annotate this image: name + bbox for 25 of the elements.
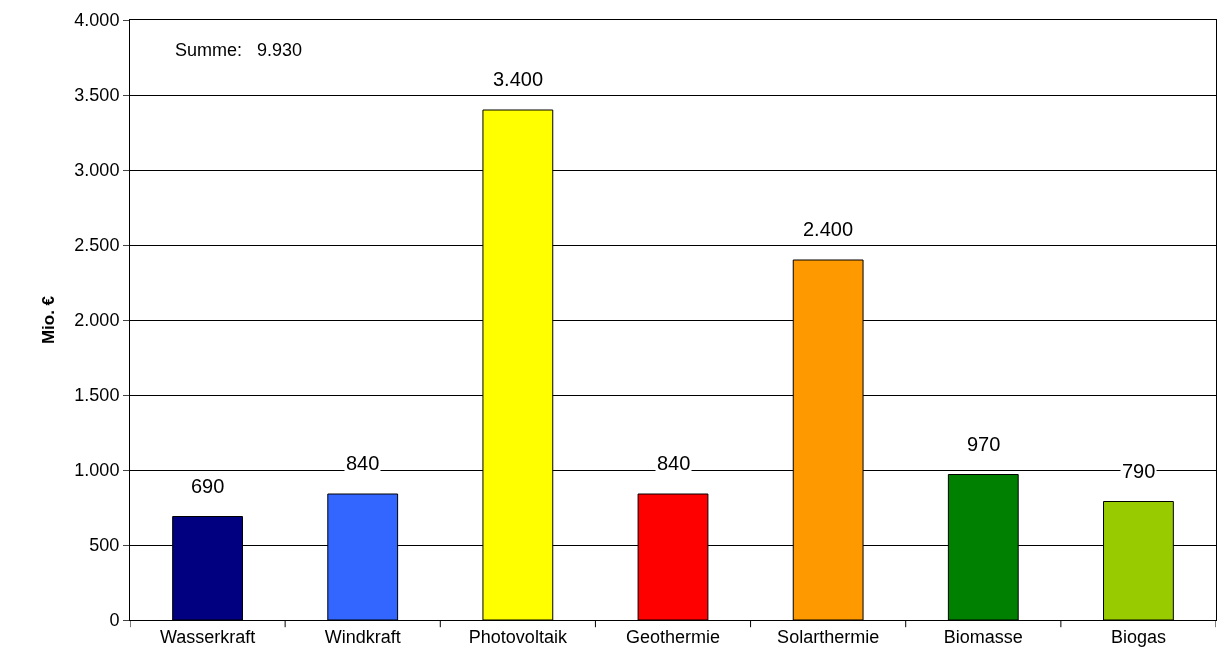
y-tick-label: 1.500 [74, 385, 120, 406]
x-tick-label: Geothermie [625, 626, 721, 647]
data-label: 970 [967, 433, 1001, 455]
annotation: Summe: 9.930 [175, 40, 303, 60]
data-label: 840 [657, 452, 691, 474]
y-tick-label: 4.000 [74, 10, 120, 31]
x-tick-label: Wasserkraft [159, 626, 256, 647]
x-tick-label: Solarthermie [777, 626, 880, 647]
y-tick-label: 0 [109, 610, 120, 631]
y-tick-label: 3.500 [74, 85, 120, 106]
data-label: 2.400 [803, 218, 854, 240]
y-tick-label: 2.500 [74, 235, 120, 256]
x-tick-label: Biogas [1110, 626, 1166, 647]
y-tick-label: 2.000 [74, 310, 120, 331]
data-label: 840 [346, 452, 380, 474]
y-tick-label: 1.000 [74, 460, 120, 481]
y-tick-label: 500 [89, 535, 120, 556]
x-tick-label: Biomasse [943, 626, 1023, 647]
y-tick-label: 3.000 [74, 160, 120, 181]
x-tick-label: Photovoltaik [468, 626, 568, 647]
data-label: 3.400 [493, 68, 544, 90]
data-label: 790 [1122, 460, 1156, 482]
y-axis-title: Mio. € [38, 295, 58, 345]
data-label: 690 [191, 475, 225, 497]
x-tick-label: Windkraft [324, 626, 401, 647]
